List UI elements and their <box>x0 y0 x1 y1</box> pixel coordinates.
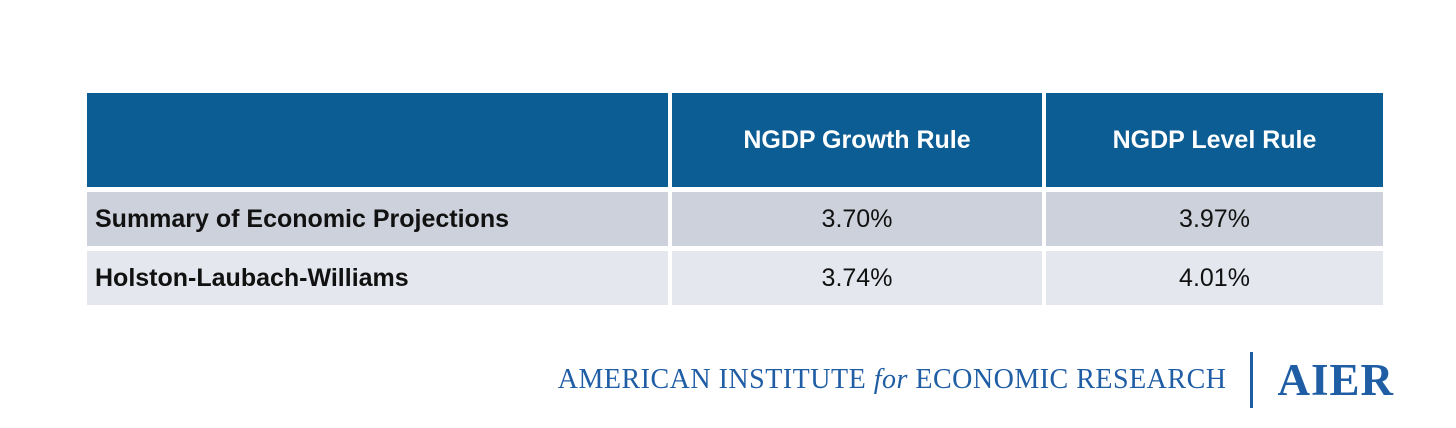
value-hlw-level: 4.01% <box>1046 251 1383 305</box>
table-header-ngdp-level-rule: NGDP Level Rule <box>1046 93 1383 187</box>
value-sep-growth: 3.70% <box>672 192 1042 246</box>
wordmark-left: AMERICAN INSTITUTE <box>557 364 867 395</box>
aier-logo: AMERICAN INSTITUTE for ECONOMIC RESEARCH… <box>558 348 1394 412</box>
table-header-corner <box>87 93 668 187</box>
value-sep-level: 3.97% <box>1046 192 1383 246</box>
logo-divider-line <box>1250 352 1254 408</box>
table-header-ngdp-growth-rule: NGDP Growth Rule <box>672 93 1042 187</box>
wordmark-for: for <box>873 364 908 395</box>
wordmark-right: ECONOMIC RESEARCH <box>915 364 1227 395</box>
row-label-summary-of-economic-projections: Summary of Economic Projections <box>87 192 668 246</box>
aier-logo-wordmark: AMERICAN INSTITUTE for ECONOMIC RESEARCH <box>558 364 1227 396</box>
aier-acronym: AIER <box>1277 355 1394 405</box>
row-label-holston-laubach-williams: Holston-Laubach-Williams <box>87 251 668 305</box>
ngdp-rules-table: NGDP Growth Rule NGDP Level Rule Summary… <box>87 93 1383 305</box>
value-hlw-growth: 3.74% <box>672 251 1042 305</box>
